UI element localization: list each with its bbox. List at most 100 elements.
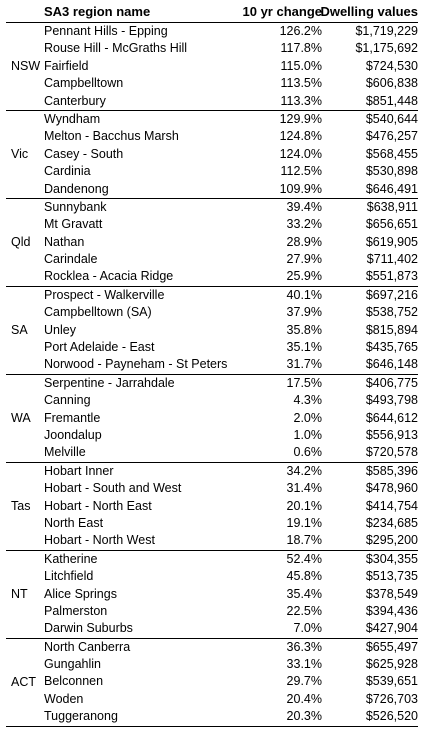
region-name-cell: Cardinia (44, 164, 91, 179)
region-name-cell: Campbelltown (44, 76, 124, 91)
dwelling-value-cell: $478,960 (365, 481, 418, 496)
region-name-cell: Katherine (44, 551, 98, 566)
region-name-cell: Sunnybank (44, 199, 107, 214)
dwelling-value-cell: $606,838 (365, 76, 418, 91)
region-name-cell: Norwood - Payneham - St Peters (44, 357, 228, 372)
dwelling-value-cell: $539,651 (365, 674, 418, 689)
dwelling-value-cell: $711,402 (366, 252, 418, 267)
region-name-cell: Serpentine - Jarrahdale (44, 375, 175, 390)
region-name-cell: North Canberra (44, 639, 131, 654)
table-row: Carindale 27.9% $711,402 (6, 251, 418, 268)
dwelling-value-cell: $526,520 (365, 709, 418, 724)
change-cell: 29.7% (286, 674, 322, 689)
state-label: ACT (11, 675, 36, 690)
change-cell: 31.4% (286, 481, 322, 496)
state-group: SA Prospect - Walkerville 40.1% $697,216 Cam… (6, 285, 418, 374)
state-label: WA (11, 411, 31, 426)
region-name-cell: Tuggeranong (44, 709, 118, 724)
dwelling-value-cell: $724,530 (365, 58, 418, 73)
dwelling-value-cell: $551,873 (365, 269, 418, 284)
region-name-cell: Palmerston (44, 603, 108, 618)
change-cell: 35.8% (286, 322, 322, 337)
region-name-cell: Casey - South (44, 146, 124, 161)
dwelling-value-cell: $619,905 (365, 234, 418, 249)
dwelling-value-cell: $538,752 (365, 305, 418, 320)
dwelling-value-cell: $638,911 (366, 199, 418, 214)
dwelling-value-cell: $556,913 (365, 427, 418, 442)
state-group: Tas Hobart Inner 34.2% $585,396 Hobart - Sou… (6, 461, 418, 550)
state-label: Vic (11, 147, 29, 162)
table-row: Canterbury 113.3% $851,448 (6, 93, 418, 110)
dwelling-value-cell: $726,703 (365, 691, 418, 706)
state-label: NSW (11, 59, 41, 74)
dwelling-value-cell: $378,549 (365, 586, 418, 601)
table-row: Woden 20.4% $726,703 (6, 691, 418, 708)
table-row: Tuggeranong 20.3% $526,520 (6, 708, 418, 725)
region-name-cell: Mt Gravatt (44, 217, 103, 232)
region-name-cell: Gungahlin (44, 657, 101, 672)
dwelling-value-cell: $655,497 (365, 639, 418, 654)
change-cell: 19.1% (286, 515, 322, 530)
table-row: Gungahlin 33.1% $625,928 (6, 656, 418, 673)
table-row: Hobart Inner 34.2% $585,396 (6, 463, 418, 480)
dwelling-value-cell: $304,355 (365, 551, 418, 566)
change-cell: 115.0% (280, 58, 322, 73)
table-row: Joondalup 1.0% $556,913 (6, 427, 418, 444)
change-cell: 117.8% (280, 41, 322, 56)
table-row: Pennant Hills - Epping 126.2% $1,719,229 (6, 23, 418, 40)
table-row: Nathan 28.9% $619,905 (6, 234, 418, 251)
table-row: Canning 4.3% $493,798 (6, 392, 418, 409)
dwelling-value-cell: $815,894 (365, 322, 418, 337)
dwelling-value-cell: $568,455 (365, 146, 418, 161)
dwelling-value-cell: $414,754 (365, 498, 418, 513)
change-cell: 4.3% (293, 393, 323, 408)
table-row: Wyndham 129.9% $540,644 (6, 111, 418, 128)
change-cell: 39.4% (286, 199, 322, 214)
region-name-cell: Rouse Hill - McGraths Hill (44, 41, 188, 56)
change-cell: 7.0% (293, 621, 323, 636)
change-cell: 27.9% (286, 252, 322, 267)
table-row: Alice Springs 35.4% $378,549 (6, 586, 418, 603)
dwelling-value-cell: $720,578 (365, 445, 418, 460)
table-row: Melville 0.6% $720,578 (6, 444, 418, 461)
dwelling-value-cell: $646,491 (365, 181, 418, 196)
table-row: Katherine 52.4% $304,355 (6, 551, 418, 568)
change-cell: 52.4% (286, 551, 322, 566)
table-row: Campbelltown (SA) 37.9% $538,752 (6, 304, 418, 321)
header-region-name: SA3 region name (44, 4, 151, 19)
region-name-cell: Port Adelaide - East (44, 340, 155, 355)
table-row: North Canberra 36.3% $655,497 (6, 639, 418, 656)
region-name-cell: Fairfield (44, 58, 89, 73)
state-group: Qld Sunnybank 39.4% $638,911 Mt Gravatt 33.2%… (6, 197, 418, 286)
dwelling-value-cell: $697,216 (365, 287, 418, 302)
table-row: Cardinia 112.5% $530,898 (6, 163, 418, 180)
dwelling-value-cell: $625,928 (365, 657, 418, 672)
table-row: North East 19.1% $234,685 (6, 515, 418, 532)
dwelling-value-cell: $585,396 (365, 463, 418, 478)
dwelling-value-cell: $644,612 (365, 410, 418, 425)
table-row: Mt Gravatt 33.2% $656,651 (6, 216, 418, 233)
dwelling-value-cell: $540,644 (365, 111, 418, 126)
change-cell: 0.6% (293, 445, 323, 460)
change-cell: 36.3% (286, 639, 322, 654)
region-name-cell: Canning (44, 393, 91, 408)
table-row: Serpentine - Jarrahdale 17.5% $406,775 (6, 375, 418, 392)
table-row: Port Adelaide - East 35.1% $435,765 (6, 339, 418, 356)
change-cell: 109.9% (279, 181, 322, 196)
change-cell: 113.5% (280, 76, 322, 91)
change-cell: 40.1% (286, 287, 322, 302)
change-cell: 37.9% (286, 305, 322, 320)
table-row: Belconnen 29.7% $539,651 (6, 673, 418, 690)
change-cell: 33.1% (286, 657, 322, 672)
table-header: SA3 region name 10 yr change Dwelling va… (6, 0, 418, 22)
region-name-cell: Joondalup (44, 427, 102, 442)
change-cell: 35.1% (286, 340, 322, 355)
table-row: Fairfield 115.0% $724,530 (6, 58, 418, 75)
change-cell: 113.3% (280, 93, 322, 108)
table-row: Darwin Suburbs 7.0% $427,904 (6, 620, 418, 637)
change-cell: 20.1% (286, 498, 322, 513)
table-row: Norwood - Payneham - St Peters 31.7% $646,… (6, 356, 418, 373)
region-name-cell: Melton - Bacchus Marsh (44, 129, 179, 144)
region-name-cell: Hobart - South and West (44, 481, 182, 496)
region-name-cell: Pennant Hills - Epping (44, 24, 168, 38)
